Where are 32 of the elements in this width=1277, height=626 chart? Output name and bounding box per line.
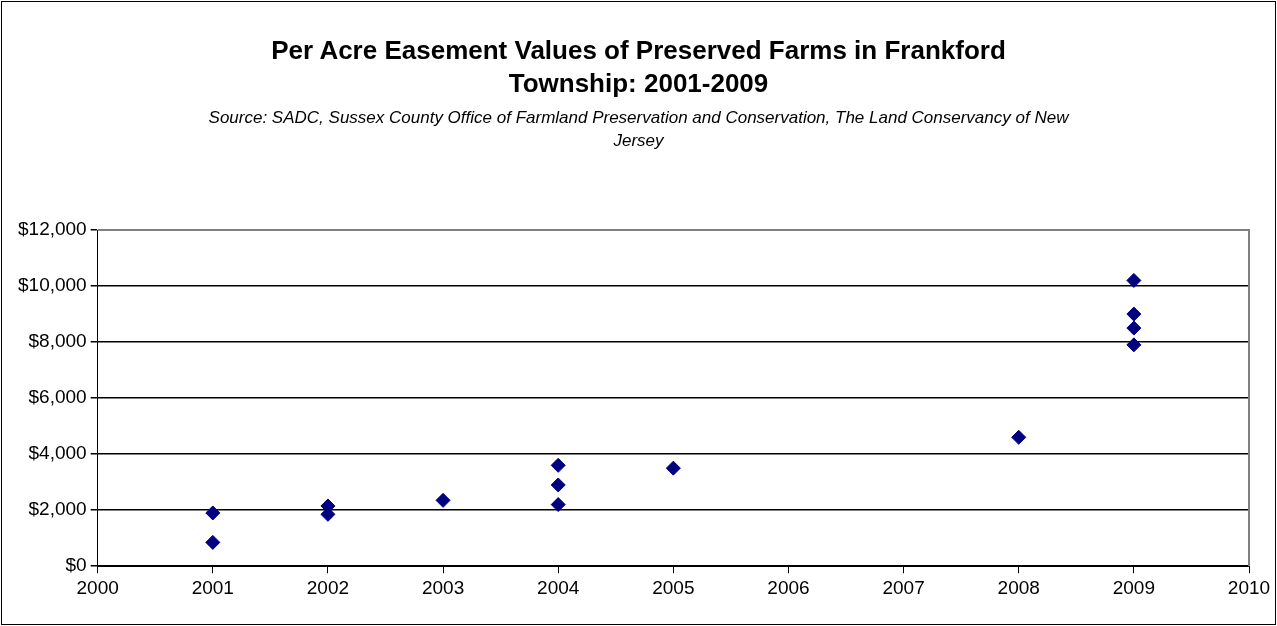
point [1126, 320, 1142, 336]
point [550, 457, 566, 473]
x-tick-label: 2010 [1227, 576, 1271, 598]
x-tick-label: 2002 [306, 576, 350, 598]
x-tick-label: 2006 [767, 576, 810, 598]
y-tick-label: $2,000 [28, 498, 87, 520]
source-note: Source: SADC, Sussex County Office of Farmland Preservation and Conservation, The Land Conservancy of New Jersey [207, 107, 1071, 152]
x-tick-label: 2007 [882, 576, 925, 598]
x-tick-label: 2008 [997, 576, 1040, 598]
point [435, 492, 451, 508]
y-tick-label: $8,000 [28, 330, 87, 352]
point [1126, 272, 1142, 288]
x-tick-label: 2000 [76, 576, 119, 598]
x-tick-label: 2005 [652, 576, 695, 598]
point [550, 497, 566, 513]
point [205, 505, 221, 521]
y-tick-label: $12,000 [17, 218, 87, 240]
point [550, 477, 566, 493]
point [1126, 306, 1142, 322]
x-tick-label: 2009 [1112, 576, 1156, 598]
x-tick-label: 2003 [421, 576, 465, 598]
x-tick-label: 2001 [191, 576, 234, 598]
point [1011, 429, 1027, 445]
x-tick-label: 2004 [537, 576, 580, 598]
y-tick-label: $4,000 [28, 442, 87, 464]
chart-title: Per Acre Easement Values of Preserved Farms in Frankford Township: 2001-2009 [270, 34, 1007, 100]
y-tick-label: $6,000 [28, 386, 87, 408]
point [665, 460, 681, 476]
point [1126, 337, 1142, 353]
y-tick-label: $10,000 [17, 274, 87, 296]
point [205, 534, 221, 550]
y-tick-label: $0 [65, 554, 87, 576]
